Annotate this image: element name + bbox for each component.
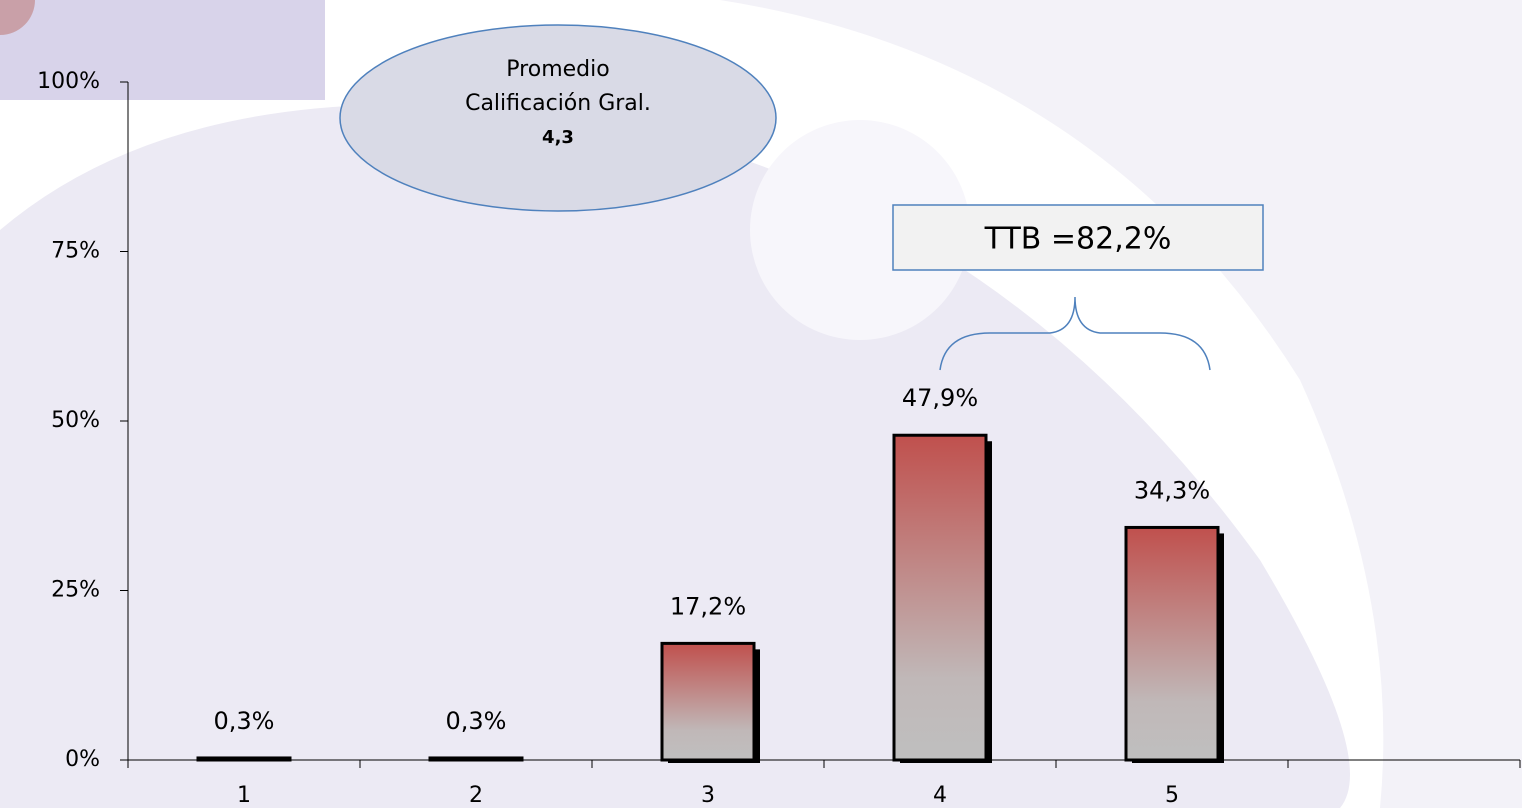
bar	[428, 756, 524, 762]
data-label: 34,3%	[1134, 476, 1210, 504]
callout-value: 4,3	[542, 127, 574, 148]
bar	[1124, 525, 1220, 762]
brace	[939, 296, 1211, 371]
data-label: 0,3%	[446, 707, 507, 735]
data-label: 47,9%	[902, 384, 978, 412]
y-tick-label: 0%	[65, 747, 100, 772]
data-label: 0,3%	[214, 707, 275, 735]
x-tick-label: 3	[701, 783, 715, 808]
y-tick-label: 25%	[51, 578, 100, 603]
x-tick-label: 2	[469, 783, 483, 808]
bar	[892, 433, 988, 762]
callout-line: Calificación Gral.	[465, 91, 651, 116]
y-tick-label: 75%	[51, 239, 100, 264]
y-tick-label: 50%	[51, 408, 100, 433]
x-tick-label: 5	[1165, 783, 1179, 808]
ttb-box	[892, 204, 1264, 271]
ttb-label: TTB =82,2%	[984, 222, 1172, 257]
y-tick-label: 100%	[37, 69, 100, 94]
x-tick-label: 1	[237, 783, 251, 808]
x-tick-label: 4	[933, 783, 947, 808]
ttb-callout: TTB =82,2%	[892, 204, 1264, 371]
data-label: 17,2%	[670, 592, 746, 620]
callout-ellipse	[339, 24, 777, 212]
callout-line: Promedio	[506, 57, 609, 82]
average-callout: Promedio Calificación Gral. 4,3	[339, 24, 777, 212]
bar	[660, 641, 756, 762]
plot-area: 0% 25% 50% 75% 100% 1 0,3% 2 0,3% 3 17,2% 4 47,9% 5 34…	[37, 69, 1521, 808]
bar	[196, 756, 292, 762]
